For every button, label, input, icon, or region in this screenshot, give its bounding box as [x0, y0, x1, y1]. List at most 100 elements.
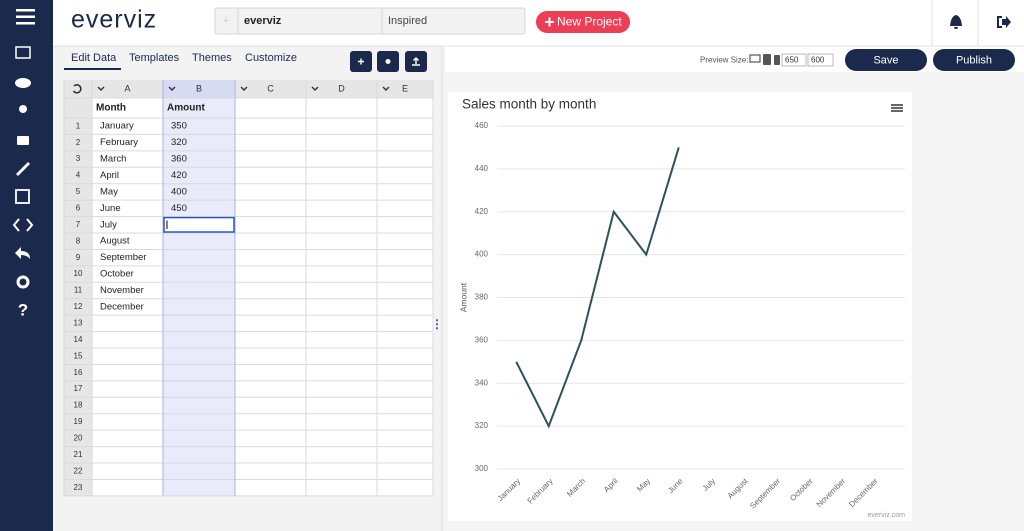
width-value[interactable]: 650 — [785, 56, 799, 65]
month-cell[interactable]: June — [100, 203, 121, 214]
users-icon[interactable] — [19, 105, 27, 113]
amount-cell[interactable]: 420 — [171, 170, 187, 181]
height-value[interactable]: 600 — [811, 56, 825, 65]
selected-cell[interactable] — [163, 216, 235, 233]
chart-icon[interactable] — [15, 46, 31, 59]
row-number: 7 — [76, 220, 81, 229]
project-bar — [214, 7, 526, 35]
column-letter[interactable]: B — [196, 83, 202, 93]
menu-icon[interactable] — [16, 22, 35, 25]
row-number: 4 — [76, 171, 81, 180]
row-number: 3 — [76, 154, 81, 163]
y-tick-label: 440 — [475, 164, 489, 173]
bell-icon[interactable] — [950, 15, 962, 29]
amount-cell[interactable]: 400 — [171, 186, 187, 197]
plus-icon — [545, 17, 554, 27]
month-cell[interactable]: September — [100, 252, 146, 263]
laptop-icon[interactable] — [749, 54, 761, 63]
month-cell[interactable]: October — [100, 269, 134, 280]
height-input[interactable] — [807, 53, 834, 67]
row-number: 16 — [74, 368, 83, 377]
save-label[interactable]: Save — [873, 54, 898, 66]
publish-label[interactable]: Publish — [956, 54, 992, 66]
save-button[interactable] — [845, 49, 927, 71]
row-number: 11 — [74, 286, 83, 295]
code-icon[interactable] — [12, 218, 34, 232]
tab[interactable]: Themes — [192, 52, 232, 64]
header-cell[interactable]: Month — [96, 103, 126, 114]
column-letter[interactable]: D — [338, 83, 345, 93]
column-menu-caret[interactable] — [97, 86, 105, 91]
toolbar-buttons — [350, 51, 427, 72]
tablet-icon[interactable] — [763, 54, 771, 65]
header-cell[interactable]: Amount — [167, 103, 205, 114]
row-number: 21 — [74, 450, 83, 459]
column-menu-caret[interactable] — [168, 86, 176, 91]
month-cell[interactable]: August — [100, 236, 130, 247]
month-cell[interactable]: February — [100, 137, 138, 148]
menu-icon[interactable] — [16, 9, 35, 12]
column-header-b — [163, 80, 235, 98]
sidebar-icons — [12, 9, 35, 289]
menu-icon[interactable] — [16, 15, 35, 19]
phone-icon[interactable] — [774, 55, 780, 65]
month-cell[interactable]: May — [100, 186, 118, 197]
new-project-button[interactable] — [536, 11, 630, 33]
month-cell[interactable]: January — [100, 121, 134, 132]
amount-cell[interactable]: 450 — [171, 203, 187, 214]
column-menu-caret[interactable] — [311, 86, 319, 91]
column-menu-caret[interactable] — [382, 86, 390, 91]
tab[interactable]: Edit Data — [71, 52, 117, 64]
y-tick-label: 360 — [475, 335, 489, 344]
tab[interactable]: Templates — [129, 52, 180, 64]
column-header-row — [64, 80, 433, 98]
column-letter[interactable]: E — [402, 83, 408, 93]
month-cell[interactable]: November — [100, 285, 144, 296]
brush-icon[interactable] — [16, 162, 30, 176]
month-cell[interactable]: April — [100, 170, 119, 181]
new-project-label[interactable]: New Project — [557, 15, 622, 29]
month-cell[interactable]: July — [100, 219, 117, 230]
settings-icon[interactable] — [16, 275, 30, 289]
y-tick-label: 320 — [475, 421, 489, 430]
column-letter[interactable]: A — [124, 83, 130, 93]
row-number: 14 — [74, 335, 83, 344]
row-number: 13 — [74, 318, 83, 327]
edit-icon[interactable] — [15, 189, 30, 204]
row-number: 9 — [76, 253, 81, 262]
tab[interactable]: Customize — [245, 52, 297, 64]
y-tick-label: 300 — [475, 464, 489, 473]
column-letter[interactable]: C — [267, 83, 274, 93]
row-number: 22 — [74, 466, 83, 475]
help-icon[interactable]: ? — [18, 300, 28, 319]
cloud-icon[interactable] — [15, 78, 31, 88]
row-number: 6 — [76, 203, 81, 212]
column-menu-caret[interactable] — [240, 86, 248, 91]
row-number: 15 — [74, 351, 83, 360]
amount-cell[interactable]: 360 — [171, 154, 187, 165]
refresh-icon[interactable] — [72, 84, 82, 94]
sheet — [64, 80, 433, 496]
amount-cell[interactable]: 320 — [171, 137, 187, 148]
lock-icon[interactable] — [17, 136, 29, 145]
month-cell[interactable]: March — [100, 154, 126, 165]
chart-canvas — [448, 92, 912, 521]
resize-handle[interactable]: ⋮ — [431, 317, 443, 331]
publish-button[interactable] — [933, 49, 1015, 71]
row-number: 23 — [74, 483, 83, 492]
chart-title: Sales month by month — [462, 97, 596, 112]
undo-icon[interactable] — [15, 247, 30, 259]
project-name[interactable]: everviz — [244, 15, 282, 27]
month-cell[interactable]: December — [100, 301, 144, 312]
theme-name[interactable]: Inspired — [388, 15, 427, 27]
amount-cell[interactable]: 350 — [171, 121, 187, 132]
credits[interactable]: everviz.com — [868, 512, 906, 519]
width-input[interactable] — [781, 53, 807, 67]
chart-menu[interactable] — [891, 104, 903, 112]
logout-icon[interactable] — [997, 16, 1011, 28]
row-number: 2 — [76, 138, 81, 147]
row-number: 5 — [76, 187, 81, 196]
logo[interactable]: everviz — [71, 6, 157, 34]
